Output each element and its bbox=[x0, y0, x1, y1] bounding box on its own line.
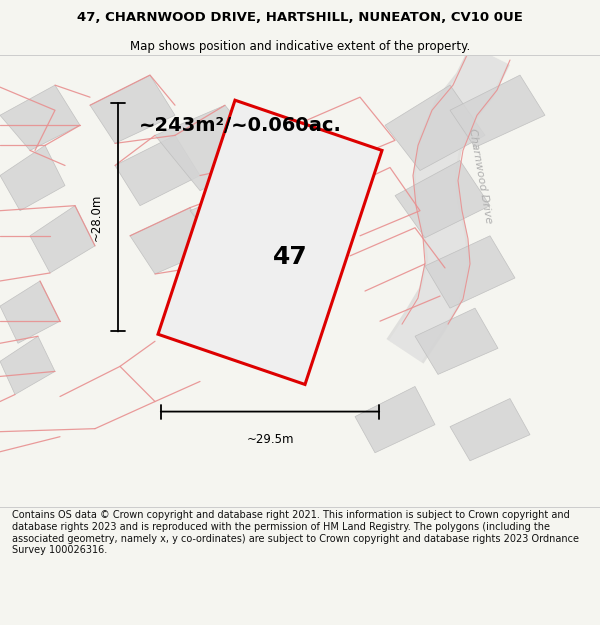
Polygon shape bbox=[130, 208, 215, 274]
Polygon shape bbox=[385, 85, 485, 171]
Text: Charnwood Drive: Charnwood Drive bbox=[467, 127, 493, 224]
Polygon shape bbox=[415, 308, 498, 374]
Polygon shape bbox=[115, 136, 200, 206]
Text: ~29.5m: ~29.5m bbox=[246, 433, 294, 446]
Text: Contains OS data © Crown copyright and database right 2021. This information is : Contains OS data © Crown copyright and d… bbox=[12, 511, 579, 555]
Polygon shape bbox=[190, 184, 295, 262]
Polygon shape bbox=[395, 161, 490, 238]
Polygon shape bbox=[155, 105, 270, 191]
Text: ~28.0m: ~28.0m bbox=[89, 194, 103, 241]
Polygon shape bbox=[90, 75, 175, 143]
Polygon shape bbox=[0, 146, 65, 211]
Polygon shape bbox=[425, 236, 515, 308]
Polygon shape bbox=[30, 206, 95, 273]
Polygon shape bbox=[355, 386, 435, 452]
Polygon shape bbox=[158, 100, 382, 384]
Polygon shape bbox=[450, 399, 530, 461]
Polygon shape bbox=[0, 281, 60, 343]
Polygon shape bbox=[0, 336, 55, 394]
Polygon shape bbox=[450, 75, 545, 148]
Polygon shape bbox=[0, 85, 80, 151]
Text: Map shows position and indicative extent of the property.: Map shows position and indicative extent… bbox=[130, 39, 470, 52]
Text: 47: 47 bbox=[272, 246, 307, 269]
Text: 47, CHARNWOOD DRIVE, HARTSHILL, NUNEATON, CV10 0UE: 47, CHARNWOOD DRIVE, HARTSHILL, NUNEATON… bbox=[77, 11, 523, 24]
Text: ~243m²/~0.060ac.: ~243m²/~0.060ac. bbox=[139, 116, 341, 135]
